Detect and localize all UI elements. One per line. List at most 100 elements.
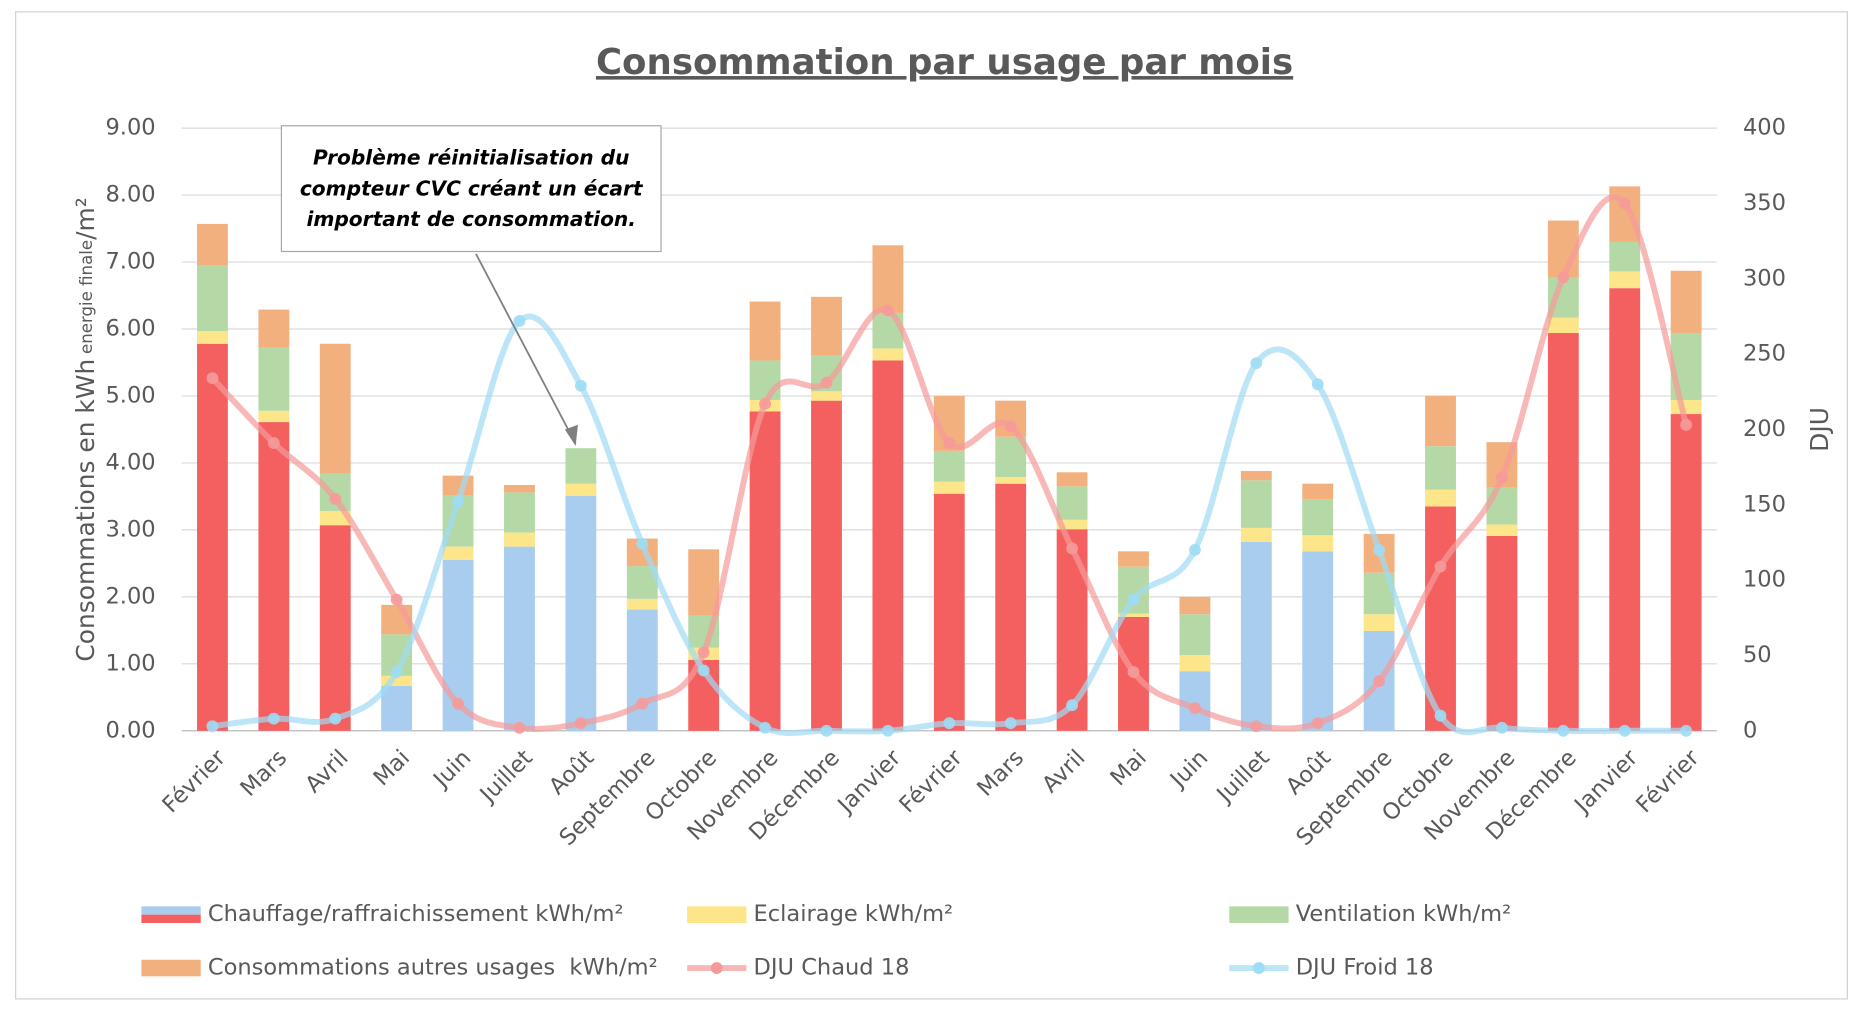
- legend-label: Consommations autres usages kWh/m²: [208, 955, 658, 981]
- legend-swatch: [141, 914, 201, 923]
- line-marker: [943, 717, 956, 730]
- line-marker: [1127, 666, 1140, 678]
- legend-label: Ventilation kWh/m²: [1296, 901, 1511, 927]
- legend-marker: [1252, 962, 1265, 974]
- legend-swatch: [687, 906, 747, 923]
- bar-segment: [1670, 414, 1702, 731]
- annotation-line: Problème réinitialisation du: [313, 145, 630, 169]
- y2-tick-label: 0: [1743, 717, 1757, 743]
- line-marker: [206, 720, 219, 733]
- y-tick-label: 3.00: [105, 516, 155, 542]
- bar-segment: [933, 481, 965, 494]
- line-marker: [329, 492, 342, 505]
- line-marker: [697, 646, 710, 659]
- line-marker: [1311, 717, 1324, 730]
- bar-segment: [626, 609, 658, 731]
- annotation-box: [280, 125, 662, 253]
- bar-segment: [197, 223, 228, 266]
- legend-label: DJU Froid 18: [1296, 955, 1434, 981]
- y-label-part: /m²: [71, 197, 100, 240]
- bar-segment: [1547, 333, 1579, 731]
- bar-segment: [381, 685, 413, 731]
- line-marker: [206, 372, 219, 385]
- bar-segment: [504, 532, 535, 547]
- bar-segment: [1547, 317, 1579, 334]
- line-marker: [1127, 593, 1140, 606]
- bar-segment: [1240, 470, 1272, 481]
- line-marker: [1557, 724, 1570, 737]
- bar-segment: [811, 296, 842, 356]
- legend-marker: [710, 962, 723, 974]
- y-tick-label: 1.00: [105, 650, 155, 676]
- plot: 0.00 1.00 2.00 3.00 4.00 5.00 6.00 7.00 8.00 9.00…: [105, 115, 1785, 851]
- line-marker: [1004, 717, 1017, 730]
- bar-segment: [565, 483, 597, 496]
- y2-tick-label: 150: [1743, 491, 1786, 517]
- bar-segment: [1486, 487, 1518, 525]
- line: [210, 194, 1690, 732]
- bar-segment: [442, 546, 474, 561]
- bar-segment: [1118, 551, 1149, 567]
- bar-segment: [1609, 271, 1641, 289]
- y-tick-label: 2.00: [105, 583, 155, 609]
- line-marker: [1434, 560, 1447, 573]
- bar-segment: [749, 411, 781, 731]
- line-marker: [513, 315, 526, 327]
- line-marker: [636, 538, 649, 550]
- y2-tick-label: 100: [1743, 567, 1786, 593]
- bar-segment: [197, 265, 228, 332]
- line-marker: [1373, 544, 1386, 556]
- bar-segment: [872, 360, 904, 731]
- bar-segment: [1179, 614, 1211, 656]
- bar-segment: [995, 483, 1027, 731]
- bar-segment: [1240, 480, 1272, 528]
- bar-segment: [1056, 486, 1088, 520]
- line-marker: [1557, 271, 1570, 284]
- y-tick-label: 4.00: [105, 449, 155, 475]
- bar-segment: [319, 343, 351, 474]
- annotation-arrow: [475, 253, 577, 445]
- bar-segment: [1240, 541, 1272, 731]
- bar-segment: [688, 549, 720, 616]
- line-marker: [1618, 724, 1631, 737]
- line-marker: [759, 721, 772, 734]
- line-marker: [1188, 544, 1201, 556]
- bar-segment: [197, 343, 228, 731]
- bar-segment: [1609, 241, 1641, 272]
- bar-segment: [1056, 472, 1088, 487]
- line-marker: [1495, 471, 1508, 484]
- y2-tick-label: 50: [1743, 642, 1772, 668]
- y-tick-label: 5.00: [105, 382, 155, 408]
- legend-swatch: [141, 959, 201, 977]
- line-marker: [1618, 197, 1631, 210]
- bar-segment: [504, 492, 535, 533]
- bar-segment: [258, 410, 290, 423]
- bar-segment: [749, 360, 781, 400]
- bar-segment: [626, 598, 658, 610]
- legend-label: Chauffage/raffraichissement kWh/m²: [208, 901, 624, 927]
- line-marker: [1680, 724, 1693, 737]
- bar-segment: [1240, 527, 1272, 542]
- y-tick-label: 0.00: [105, 717, 155, 743]
- bar-segment: [504, 546, 535, 731]
- line-marker: [697, 664, 710, 677]
- bar-segment: [1302, 499, 1334, 536]
- bar-segment: [381, 675, 413, 686]
- bar-segment: [995, 476, 1027, 484]
- bar-segment: [1425, 489, 1456, 507]
- bar-segment: [1302, 551, 1334, 731]
- bar-segment: [872, 245, 904, 313]
- chart-title: Consommation par usage par mois: [596, 42, 1293, 83]
- bar-segment: [1179, 596, 1211, 615]
- line-marker: [1434, 709, 1447, 722]
- bar-segment: [749, 301, 781, 361]
- y-tick-label: 9.00: [105, 115, 155, 141]
- legend-swatch: [1229, 906, 1289, 923]
- line-marker: [513, 721, 526, 734]
- legend: Chauffage/raffraichissement kWh/m² Eclair…: [141, 901, 1511, 981]
- bar-segment: [319, 473, 351, 512]
- line-marker: [1250, 720, 1263, 733]
- y2-tick-label: 300: [1743, 265, 1786, 291]
- line-marker: [390, 593, 403, 606]
